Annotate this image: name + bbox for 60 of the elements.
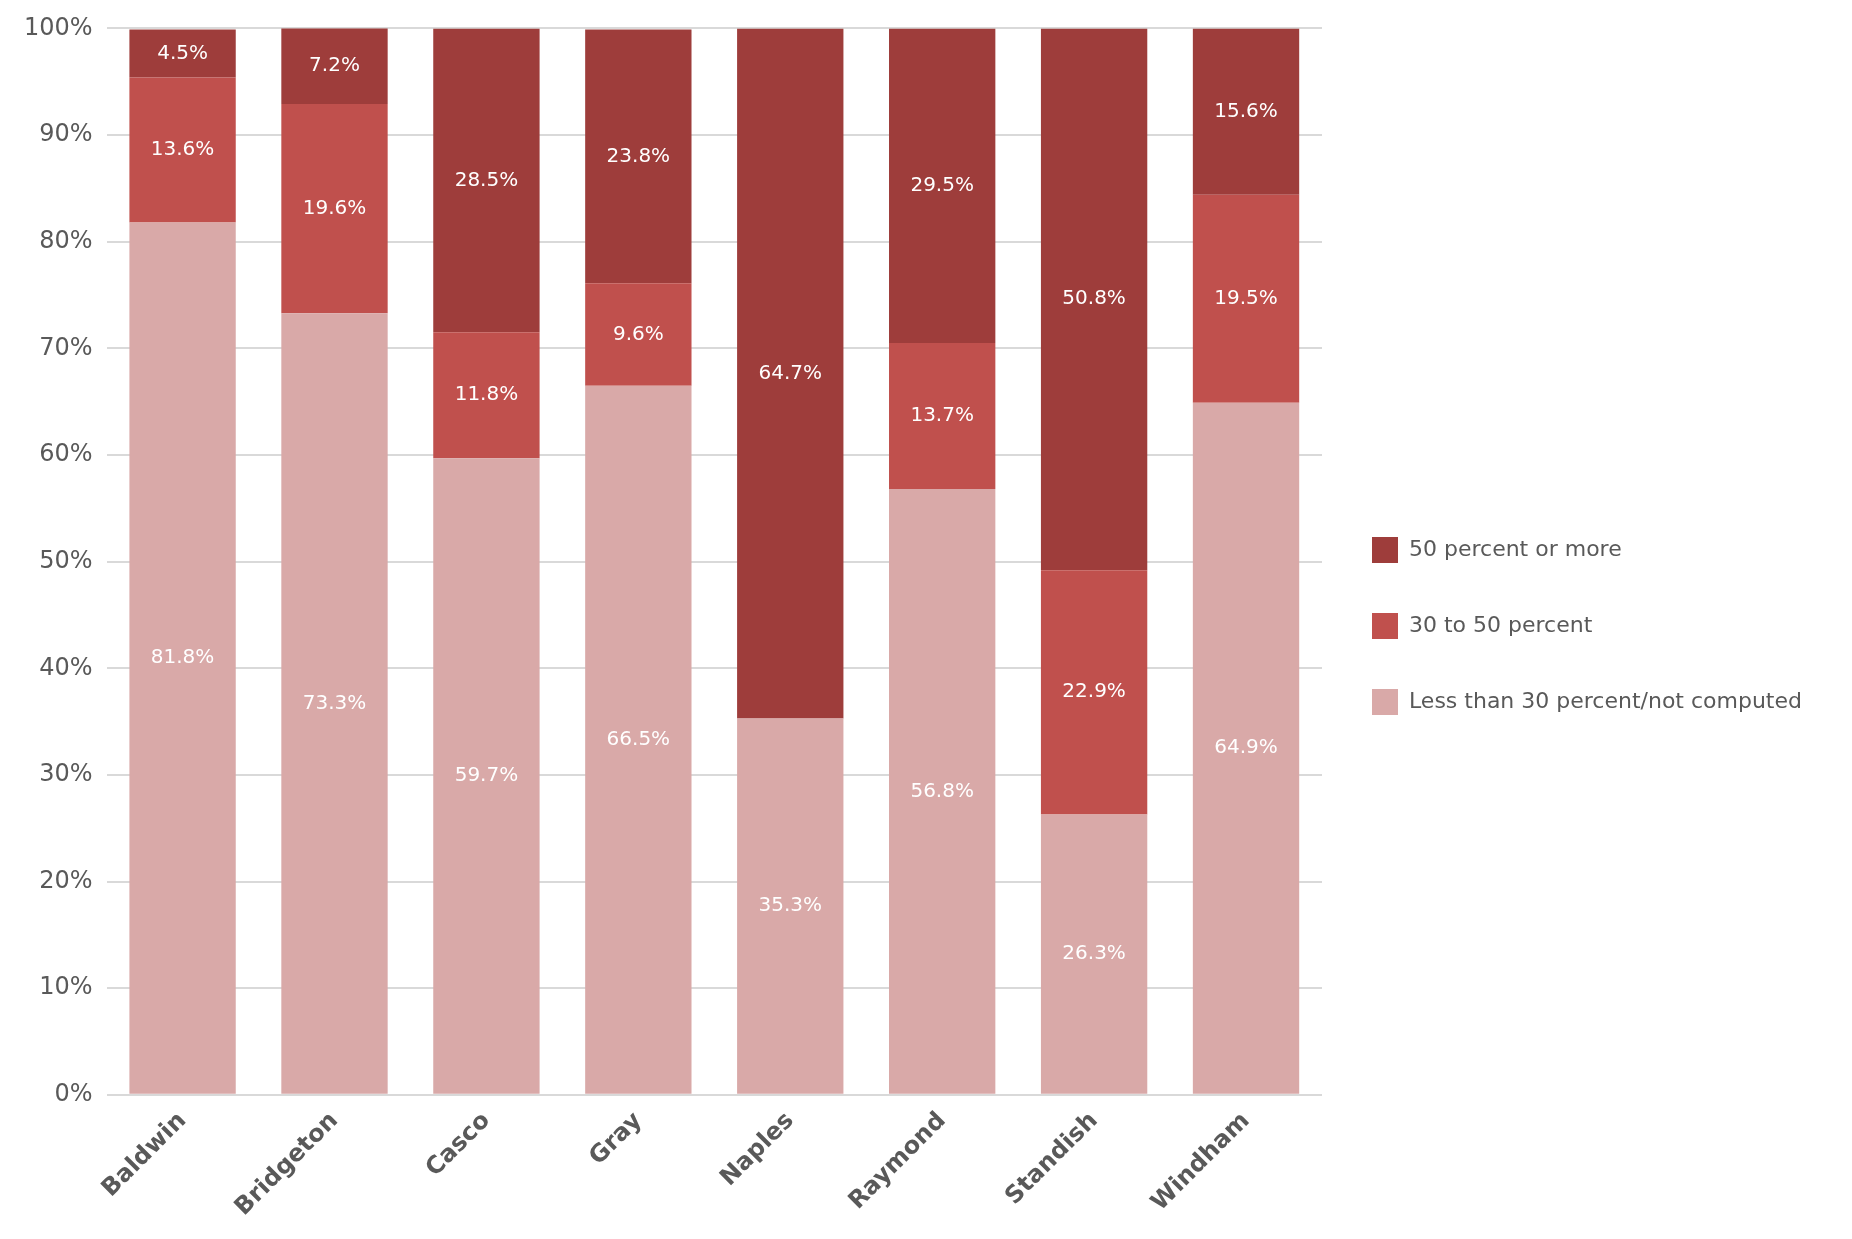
bar: [281, 28, 388, 105]
y-tick-label: 50%: [39, 545, 93, 574]
bar: [585, 385, 692, 1094]
data-label: 13.6%: [150, 136, 215, 161]
bar: [129, 222, 236, 1094]
bar: [737, 718, 844, 1094]
y-tick-label: 0%: [54, 1079, 93, 1108]
data-label: 15.6%: [1214, 97, 1278, 122]
bar: [1040, 28, 1148, 571]
bar: [1192, 28, 1300, 195]
legend-label: Less than 30 percent/not computed: [1408, 687, 1802, 713]
bar: [889, 489, 996, 1094]
data-label: 28.5%: [454, 166, 519, 191]
data-label: 11.8%: [454, 381, 519, 406]
data-label: 7.2%: [309, 51, 360, 76]
legend-label: 30 to 50 percent: [1408, 611, 1593, 637]
y-tick-label: 20%: [39, 865, 93, 894]
data-label: 4.5%: [157, 39, 208, 64]
bar: [281, 313, 388, 1094]
data-label: 9.6%: [612, 320, 664, 345]
bar: [889, 28, 996, 343]
bar: [433, 332, 540, 459]
y-tick-label: 70%: [39, 332, 93, 361]
y-tick-label: 100%: [23, 12, 93, 41]
data-label: 19.6%: [302, 194, 367, 219]
data-label: 29.5%: [910, 171, 974, 196]
y-tick-label: 10%: [39, 972, 93, 1001]
data-label: 13.7%: [910, 402, 974, 427]
data-label: 81.8%: [150, 644, 215, 669]
y-tick-label: 90%: [39, 119, 93, 148]
data-label: 26.3%: [1062, 940, 1126, 965]
bar: [433, 458, 540, 1094]
bar: [585, 29, 692, 284]
legend-label: 50 percent or more: [1408, 535, 1622, 561]
data-label: 64.9%: [1214, 734, 1278, 759]
data-label: 50.8%: [1062, 285, 1126, 310]
bar: [129, 29, 236, 78]
bar: [1040, 814, 1148, 1094]
data-label: 64.7%: [758, 359, 823, 384]
y-tick-label: 30%: [39, 759, 93, 788]
data-label: 35.3%: [758, 892, 823, 917]
bar: [281, 104, 388, 314]
bar: [585, 283, 692, 386]
data-label: 73.3%: [302, 689, 367, 714]
bar: [1040, 570, 1148, 815]
y-tick-label: 60%: [39, 439, 93, 468]
y-tick-label: 80%: [39, 225, 93, 254]
bar: [737, 28, 844, 719]
data-label: 22.9%: [1062, 678, 1126, 703]
data-label: 56.8%: [910, 777, 974, 802]
y-tick-label: 40%: [39, 652, 93, 681]
bar: [129, 77, 236, 223]
data-label: 19.5%: [1214, 284, 1278, 309]
data-label: 66.5%: [606, 725, 671, 750]
bar: [1192, 402, 1300, 1094]
data-label: 59.7%: [454, 762, 519, 787]
bar: [433, 28, 540, 333]
bar: [889, 343, 996, 490]
bar: [1192, 194, 1300, 403]
data-label: 23.8%: [606, 142, 671, 167]
